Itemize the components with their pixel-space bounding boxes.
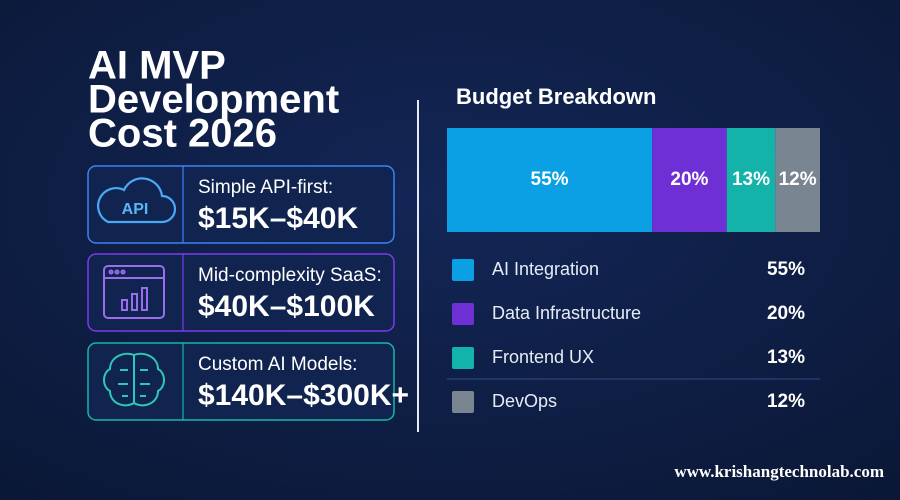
legend-label: Frontend UX <box>492 347 594 367</box>
legend-label: Data Infrastructure <box>492 303 641 323</box>
cloud-icon <box>97 177 177 224</box>
dashboard-icon <box>103 265 165 319</box>
legend-label: DevOps <box>492 391 557 411</box>
legend-value: 55% <box>767 259 805 280</box>
card-price: $140K–$300K+ <box>198 379 409 412</box>
data-label: 12% <box>779 169 817 190</box>
brain-icon <box>103 352 165 407</box>
card: Custom AI Models: $140K–$300K+ <box>87 342 409 421</box>
legend-value: 13% <box>767 347 805 368</box>
card-price: $40K–$100K <box>198 290 375 323</box>
title-line: AI MVP <box>88 44 226 88</box>
bar-segment <box>775 128 820 232</box>
legend-value: 12% <box>767 391 805 412</box>
legend-swatch <box>452 259 474 281</box>
legend-swatch <box>452 303 474 325</box>
data-label: 20% <box>670 169 708 190</box>
legend-label: AI Integration <box>492 259 599 279</box>
card-label: Simple API-first: <box>198 177 333 198</box>
card: API Simple API-first: $15K–$40K <box>87 165 395 244</box>
card-price: $15K–$40K <box>198 202 358 235</box>
data-label: 13% <box>732 169 770 190</box>
card: Mid-complexity SaaS: $40K–$100K <box>87 253 395 332</box>
bar-segment <box>447 128 653 232</box>
data-label: 55% <box>531 169 569 190</box>
chart-title: Budget Breakdown <box>456 84 656 109</box>
website: www.krishangtechnolab.com <box>674 462 884 481</box>
title-line: Development <box>88 78 339 122</box>
bar-segment <box>652 128 727 232</box>
card-label: Mid-complexity SaaS: <box>198 265 382 286</box>
icon-text: API <box>122 201 149 218</box>
legend-swatch <box>452 391 474 413</box>
legend-value: 20% <box>767 303 805 324</box>
card-label: Custom AI Models: <box>198 354 357 375</box>
legend-swatch <box>452 347 474 369</box>
bar-segment <box>726 128 776 232</box>
title-line: Cost 2026 <box>88 112 277 156</box>
